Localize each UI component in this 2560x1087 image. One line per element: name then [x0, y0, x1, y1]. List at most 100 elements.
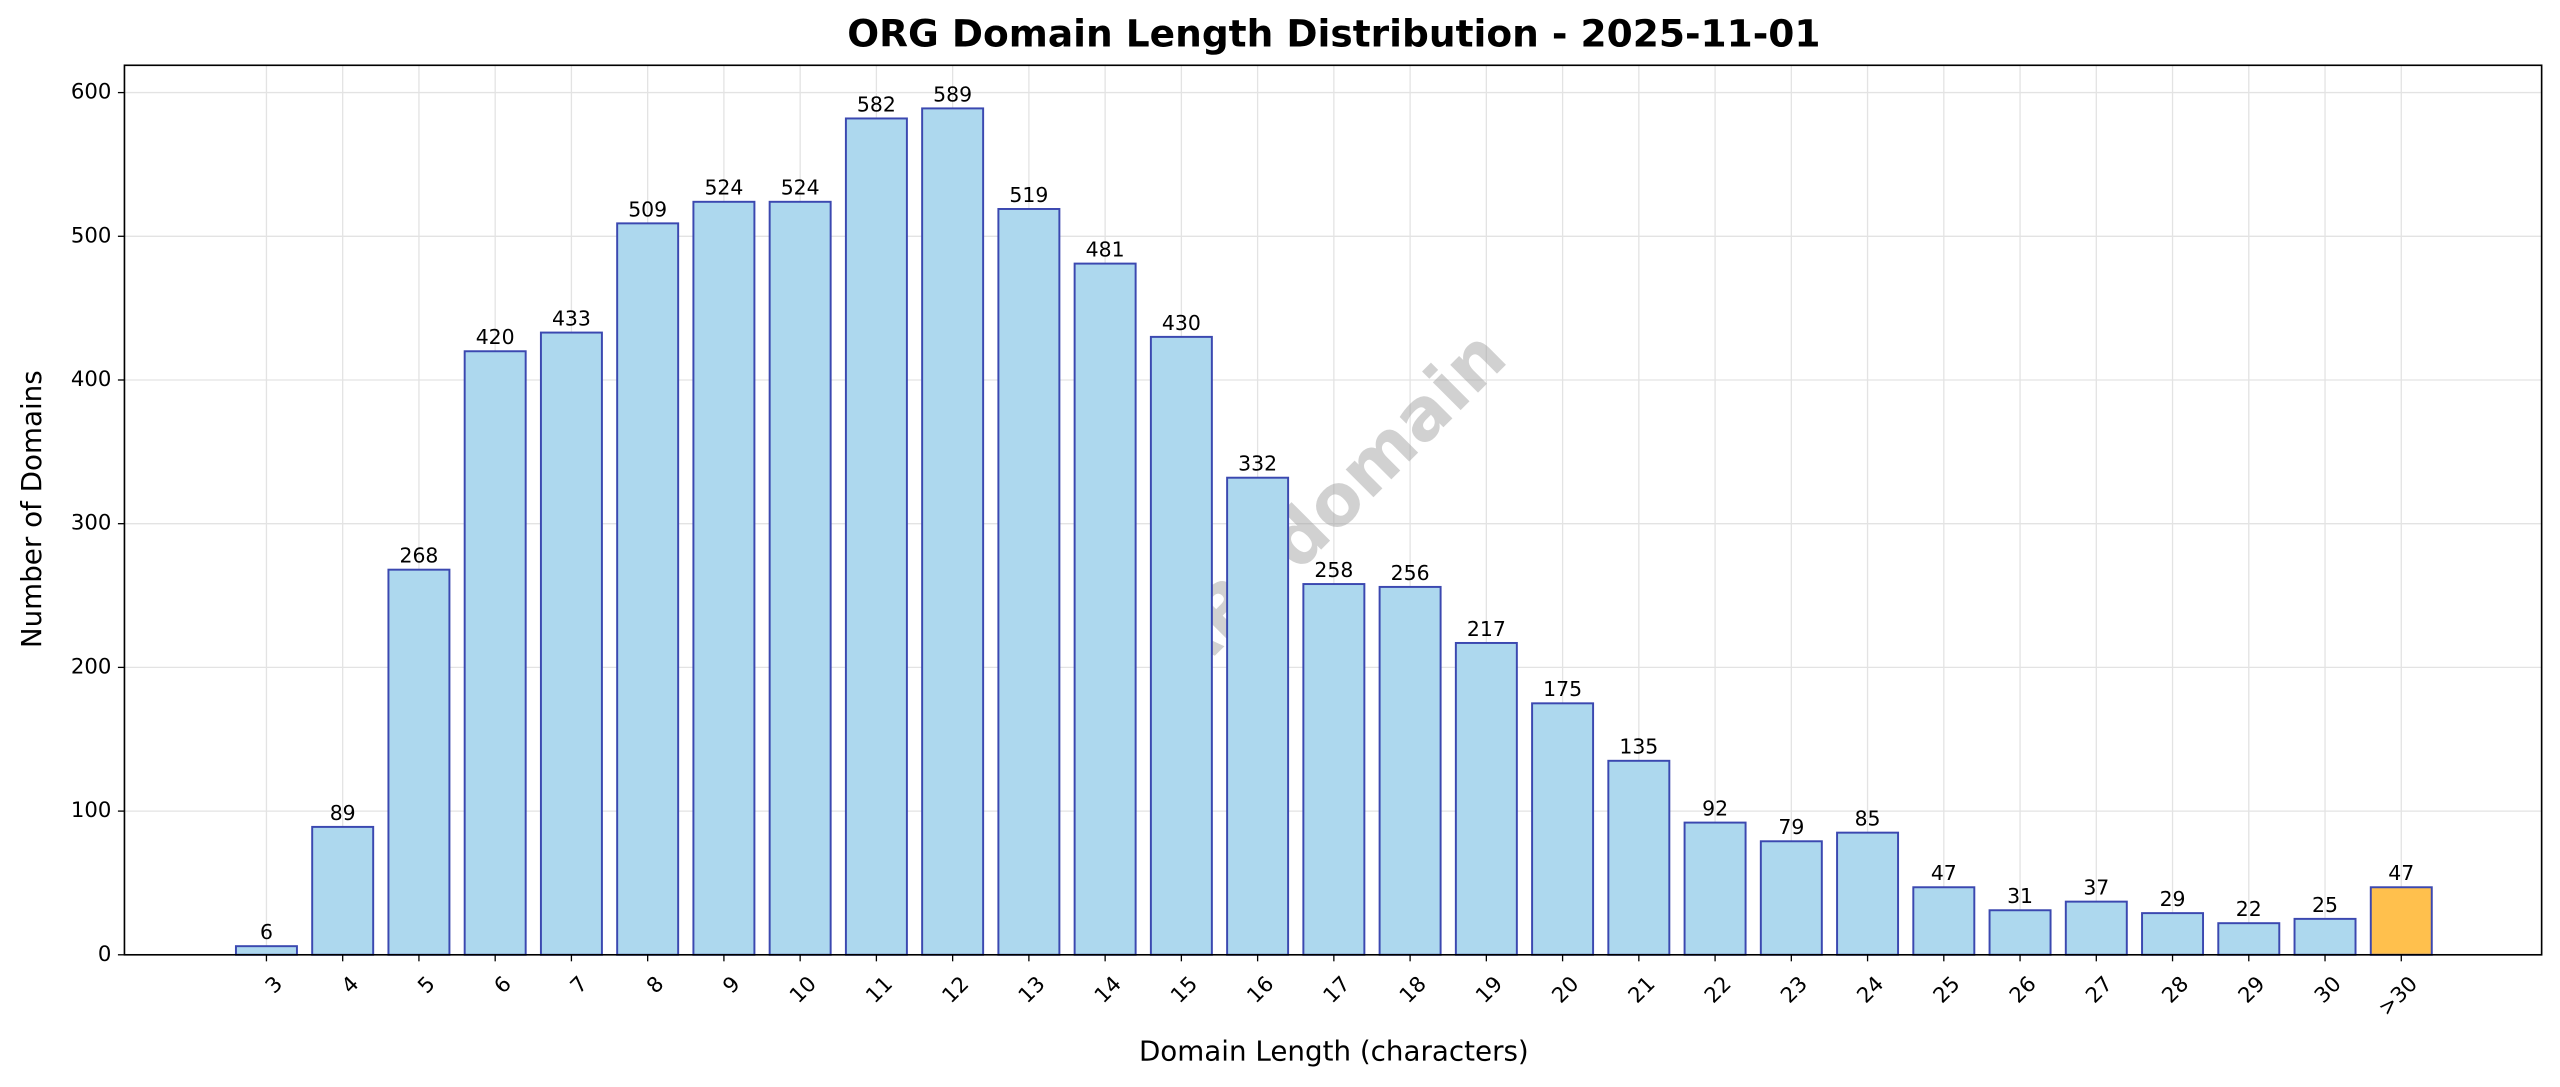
bar	[1378, 585, 1442, 956]
value-label: 524	[781, 176, 820, 200]
bar	[844, 117, 908, 956]
x-tick-label: 27	[2081, 972, 2118, 1009]
x-tick-label: 18	[1395, 972, 1432, 1009]
x-tick-label: 23	[1776, 972, 1813, 1009]
bar	[1683, 821, 1747, 956]
bar	[1607, 759, 1671, 956]
x-tick-label: 21	[1624, 972, 1661, 1009]
value-label: 25	[2312, 893, 2338, 917]
y-axis-label: Number of Domains	[15, 370, 48, 648]
y-tick-label: 100	[71, 798, 111, 823]
plot-frame	[123, 64, 2543, 956]
value-label: 481	[1086, 238, 1125, 262]
bar	[1912, 886, 1976, 956]
value-label: 509	[628, 197, 667, 221]
x-tick-label: 26	[2005, 972, 2042, 1009]
value-label: 256	[1391, 561, 1430, 585]
value-label: 85	[1855, 807, 1881, 831]
bar	[768, 200, 832, 956]
value-label: 430	[1162, 311, 1201, 335]
bar	[1988, 909, 2052, 956]
x-tick-label: 28	[2157, 972, 2194, 1009]
x-tick-label: 15	[1166, 972, 1203, 1009]
bar	[1759, 840, 1823, 956]
bar	[1531, 702, 1595, 956]
value-label: 268	[399, 544, 438, 568]
x-tick-label: 30	[2310, 972, 2347, 1009]
bar	[311, 825, 375, 956]
value-label: 519	[1009, 183, 1048, 207]
x-tick-label: 29	[2234, 972, 2271, 1009]
x-tick-label: 6	[489, 972, 516, 999]
x-tick-label: >30	[2373, 972, 2422, 1021]
x-tick-label: 3	[261, 972, 288, 999]
bar	[692, 200, 756, 956]
value-label: 217	[1467, 617, 1506, 641]
x-tick-label: 11	[861, 972, 898, 1009]
bar	[2369, 886, 2433, 956]
value-label: 22	[2236, 897, 2262, 921]
x-tick-label: 17	[1319, 972, 1356, 1009]
x-axis-label: Domain Length (characters)	[1139, 1035, 1529, 1068]
x-tick-label: 13	[1014, 972, 1051, 1009]
x-tick-label: 24	[1852, 972, 1889, 1009]
value-label: 92	[1702, 797, 1728, 821]
value-label: 589	[933, 82, 972, 106]
value-label: 420	[476, 325, 515, 349]
bar	[387, 568, 451, 956]
bar	[1454, 641, 1518, 956]
x-tick-label: 22	[1700, 972, 1737, 1009]
chart-title: ORG Domain Length Distribution - 2025-11…	[847, 11, 1820, 55]
value-label: 332	[1238, 452, 1277, 476]
value-label: 175	[1543, 677, 1582, 701]
bar	[2064, 900, 2128, 956]
bar	[997, 208, 1061, 956]
bar	[1302, 583, 1366, 956]
x-tick-label: 9	[718, 972, 745, 999]
x-tick-label: 25	[1929, 972, 1966, 1009]
x-tick-label: 20	[1547, 972, 1584, 1009]
y-tick-label: 500	[71, 223, 111, 248]
bar	[463, 350, 527, 956]
value-label: 6	[260, 920, 273, 944]
bar	[1149, 335, 1213, 956]
bar	[2141, 912, 2205, 956]
value-label: 29	[2160, 887, 2186, 911]
y-tick-label: 200	[71, 654, 111, 679]
value-label: 258	[1314, 558, 1353, 582]
value-label: 89	[330, 801, 356, 825]
x-tick-label: 19	[1471, 972, 1508, 1009]
bar	[1836, 831, 1900, 956]
y-tick-label: 600	[71, 80, 111, 105]
bar	[921, 107, 985, 956]
value-label: 582	[857, 92, 896, 116]
x-tick-label: 5	[413, 972, 440, 999]
x-tick-label: 8	[642, 972, 669, 999]
bar	[616, 222, 680, 956]
x-tick-label: 10	[785, 972, 822, 1009]
value-label: 433	[552, 307, 591, 331]
y-tick-label: 400	[71, 367, 111, 392]
bar	[1073, 262, 1137, 956]
bar	[539, 331, 603, 956]
x-tick-label: 12	[937, 972, 974, 1009]
bar	[2293, 917, 2357, 956]
x-tick-label: 14	[1090, 972, 1127, 1009]
y-tick-label: 0	[98, 942, 112, 967]
value-label: 47	[1931, 861, 1957, 885]
y-tick-label: 300	[71, 511, 111, 536]
value-label: 79	[1778, 815, 1804, 839]
value-label: 524	[704, 176, 743, 200]
x-tick-label: 4	[337, 972, 364, 999]
x-tick-label: 16	[1242, 972, 1279, 1009]
bar	[234, 945, 298, 956]
bar	[2217, 922, 2281, 956]
value-label: 37	[2083, 876, 2109, 900]
value-label: 31	[2007, 884, 2033, 908]
x-tick-label: 7	[566, 972, 593, 999]
value-label: 135	[1619, 735, 1658, 759]
value-label: 47	[2388, 861, 2414, 885]
bar	[1226, 476, 1290, 956]
